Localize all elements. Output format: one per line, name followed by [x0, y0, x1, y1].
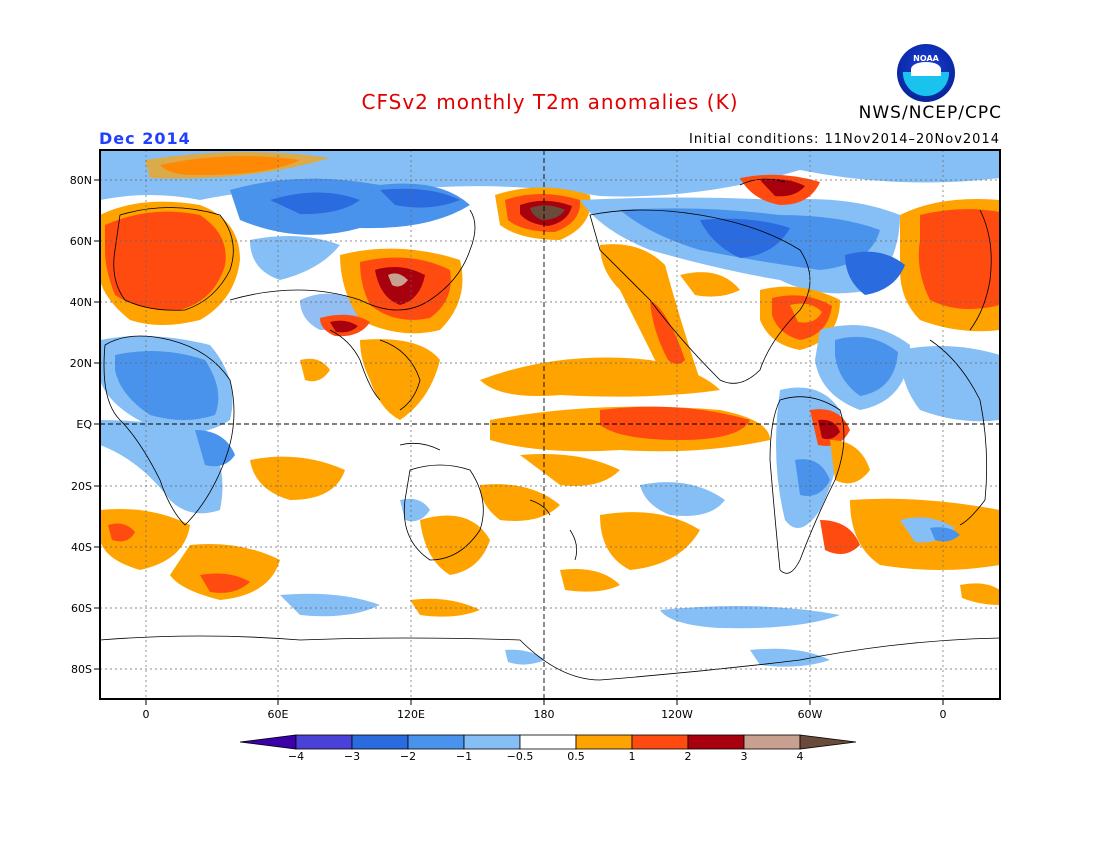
colorbar-segment [575, 734, 633, 750]
colorbar-segment [463, 734, 521, 750]
lon-label: 120W [661, 708, 693, 721]
colorbar-segment [687, 734, 745, 750]
colorbar-tick-label: 1 [629, 750, 636, 763]
colorbar-arrow-right [799, 734, 857, 750]
colorbar-segment [631, 734, 689, 750]
colorbar-tick-label: −0.5 [507, 750, 534, 763]
lon-label: 0 [940, 708, 947, 721]
lon-label: 180 [534, 708, 555, 721]
lat-label: 40N [70, 296, 92, 309]
latitude-labels: 80N 60N 40N 20N EQ 20S 40S 60S 80S [70, 174, 93, 676]
noaa-logo-text: NOAA [913, 54, 939, 63]
colorbar: −4 −3 −2 −1 −0.5 0.5 1 2 3 4 [239, 734, 857, 763]
lon-label: 60W [798, 708, 823, 721]
lat-label: 80N [70, 174, 92, 187]
lon-label: 120E [397, 708, 425, 721]
colorbar-segment [407, 734, 465, 750]
forecast-month-label: Dec 2014 [99, 129, 191, 148]
lat-label: 60N [70, 235, 92, 248]
noaa-logo: NOAA [897, 44, 955, 102]
colorbar-tick-label: −1 [456, 750, 472, 763]
colorbar-segment [295, 734, 353, 750]
colorbar-segment [351, 734, 409, 750]
agency-label: NWS/NCEP/CPC [858, 103, 1002, 123]
colorbar-tick-label: −3 [344, 750, 360, 763]
lon-label: 60E [268, 708, 289, 721]
lat-label: 60S [71, 602, 92, 615]
colorbar-tick-label: −2 [400, 750, 416, 763]
colorbar-tick-label: 0.5 [567, 750, 585, 763]
lat-label: 80S [71, 663, 92, 676]
colorbar-arrow-left [239, 734, 297, 750]
lat-label: EQ [76, 418, 92, 431]
map-field [100, 150, 1000, 699]
noaa-logo-bird-icon [911, 62, 941, 76]
colorbar-tick-label: −4 [288, 750, 304, 763]
map-title: CFSv2 monthly T2m anomalies (K) [361, 90, 739, 114]
lon-label: 0 [143, 708, 150, 721]
lat-label: 20S [71, 480, 92, 493]
colorbar-tick-label: 2 [685, 750, 692, 763]
colorbar-segment [743, 734, 801, 750]
lat-label: 20N [70, 357, 92, 370]
colorbar-segment [519, 734, 577, 750]
colorbar-tick-label: 4 [797, 750, 804, 763]
initial-conditions-label: Initial conditions: 11Nov2014–20Nov2014 [689, 132, 1000, 147]
lat-label: 40S [71, 541, 92, 554]
colorbar-tick-label: 3 [741, 750, 748, 763]
longitude-labels: 0 60E 120E 180 120W 60W 0 [143, 708, 947, 721]
